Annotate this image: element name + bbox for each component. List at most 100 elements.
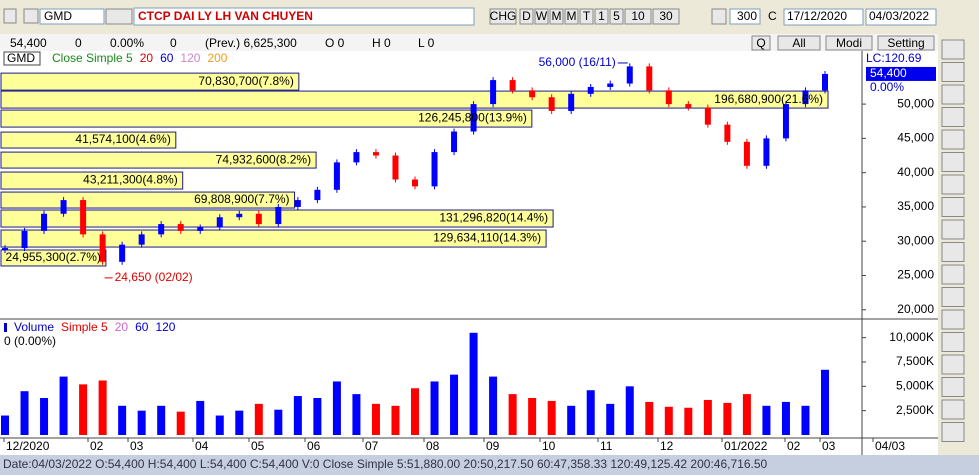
candle <box>665 90 672 105</box>
toolbar-button[interactable] <box>624 8 652 25</box>
volume-profile-label: 74,932,600(8.2%) <box>216 152 311 166</box>
legend-symbol-box <box>3 51 41 66</box>
candle <box>333 162 340 190</box>
volume-bar <box>371 403 380 435</box>
candle <box>412 179 418 187</box>
candle <box>646 66 653 91</box>
company-box <box>133 7 475 26</box>
toolbar-button[interactable] <box>579 8 594 25</box>
candle <box>743 141 750 166</box>
from-date[interactable] <box>783 8 864 26</box>
side-icon[interactable] <box>941 287 965 307</box>
x-tick-label: 10 <box>542 439 556 453</box>
volume-profile-bar <box>0 72 300 91</box>
candle <box>80 200 87 235</box>
toolbar-button[interactable] <box>519 8 534 25</box>
quote-button[interactable] <box>825 35 873 51</box>
button-label: D <box>522 9 531 23</box>
icon[interactable] <box>3 8 17 24</box>
x-tick-label: 04/03 <box>875 439 905 453</box>
quote-button[interactable] <box>877 35 935 51</box>
volume-bar <box>606 403 615 435</box>
volume-profile-label: 41,574,100(4.6%) <box>75 132 170 146</box>
volume-bar <box>586 390 595 435</box>
volume-profile-bar <box>0 171 184 190</box>
toolbar-button[interactable] <box>652 8 680 25</box>
side-icon[interactable] <box>941 377 965 397</box>
quote-button[interactable] <box>751 35 771 51</box>
candle <box>41 213 48 231</box>
last-price: 54,400 <box>870 66 907 80</box>
quote-item: 0 <box>75 36 82 50</box>
side-icon[interactable] <box>941 219 965 240</box>
side-icon[interactable] <box>941 399 965 420</box>
volume-bar <box>742 394 751 435</box>
toolbar-button[interactable] <box>549 8 564 25</box>
search-icon[interactable] <box>23 8 39 24</box>
side-icon[interactable] <box>941 129 965 150</box>
volume-bar <box>176 411 185 435</box>
volume-legend-item: 60 <box>135 320 149 334</box>
volume-bar <box>332 381 341 435</box>
quote-button-label: Setting <box>887 36 924 50</box>
volume-bar <box>625 386 634 435</box>
volume-profile-label: 131,296,820(14.4%) <box>439 211 548 225</box>
symbol: GMD <box>44 9 72 23</box>
legend-item: 120 <box>180 51 200 65</box>
volume-profile-bar <box>0 249 107 267</box>
symbol-box[interactable] <box>39 8 105 25</box>
volume-bar <box>664 406 673 435</box>
icon[interactable] <box>105 8 133 25</box>
side-icon[interactable] <box>941 84 965 105</box>
x-tick-label: 08 <box>426 439 440 453</box>
quote-button[interactable] <box>777 35 821 51</box>
toolbar-button[interactable] <box>594 8 609 25</box>
side-icon[interactable] <box>941 107 965 127</box>
x-tick-label: 03 <box>130 439 144 453</box>
volume-bar <box>801 405 810 435</box>
volume-bar <box>137 410 146 435</box>
to-date[interactable] <box>865 8 937 26</box>
status: Date:04/03/2022 O:54,400 H:54,400 L:54,4… <box>3 457 767 471</box>
y-tick-label: 40,000 <box>897 165 934 179</box>
x-tick-label: 11 <box>600 439 613 453</box>
side-icon[interactable] <box>941 332 965 352</box>
volume-profile-bar <box>0 151 317 169</box>
side-icon[interactable] <box>941 264 965 285</box>
toolbar-button[interactable] <box>609 8 624 25</box>
candle <box>99 234 106 262</box>
candle <box>216 217 223 228</box>
volume-bar <box>684 407 693 435</box>
toolbar-button[interactable] <box>564 8 579 25</box>
count-box[interactable] <box>729 8 761 25</box>
side-icon[interactable] <box>941 309 965 330</box>
side-icon[interactable] <box>941 422 965 442</box>
toolbar-button[interactable] <box>489 8 517 25</box>
change: 0.00% <box>870 80 904 94</box>
candle <box>372 152 379 156</box>
side-icon[interactable] <box>941 39 965 60</box>
candle <box>724 124 731 142</box>
side-icon[interactable] <box>941 242 965 262</box>
candle <box>822 73 828 91</box>
button-label: M <box>552 9 562 23</box>
count: 300 <box>737 9 757 23</box>
side-icon[interactable] <box>941 174 965 195</box>
side-icon[interactable] <box>941 354 965 375</box>
y-tick-label: 5,000K <box>896 378 934 392</box>
annotation: 24,650 (02/02) <box>115 270 193 284</box>
candle <box>294 200 301 207</box>
side-icon[interactable] <box>941 197 965 217</box>
candle <box>548 97 555 111</box>
y-tick-label: 20,000 <box>897 302 934 316</box>
candle <box>21 230 28 249</box>
arrow-button[interactable] <box>711 8 727 25</box>
side-icon[interactable] <box>941 152 965 172</box>
toolbar-button[interactable] <box>534 8 549 25</box>
volume-bar <box>723 402 732 435</box>
volume-bar <box>469 332 478 435</box>
y-tick-label: 35,000 <box>897 199 934 213</box>
volume-bar <box>274 409 283 435</box>
side-icon[interactable] <box>941 62 965 82</box>
